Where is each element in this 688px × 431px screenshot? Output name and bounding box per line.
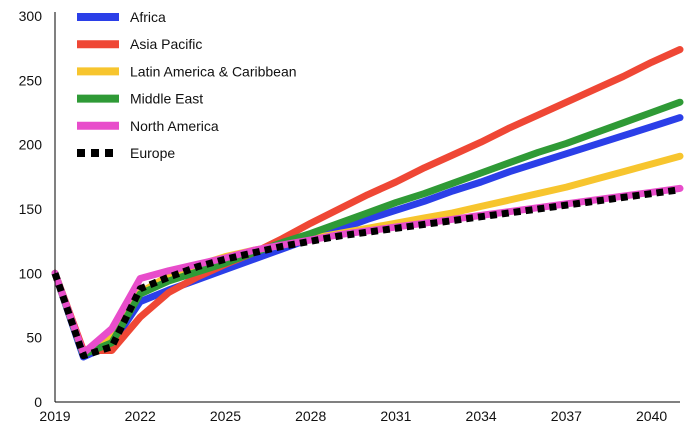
y-tick-label: 100 [19,265,43,281]
y-axis-ticks: 0 50 100 150 200 250 300 [19,8,43,410]
series-line-latin-america-caribbean [51,152,684,358]
y-tick-label: 300 [19,8,43,24]
x-tick-label: 2025 [210,408,241,424]
legend-label: Africa [130,9,166,25]
y-tick-label: 0 [34,394,42,410]
series-line-africa [51,114,684,361]
legend-item-africa: Africa [77,9,166,25]
y-tick-label: 50 [26,330,42,346]
series-line-asia-pacific [51,46,684,354]
legend-item-europe: Europe [77,145,175,161]
legend-label: Middle East [130,91,203,107]
legend-label: North America [130,118,219,134]
y-tick-label: 200 [19,137,43,153]
series-line-europe [51,186,681,360]
legend-item-middle-east: Middle East [77,91,203,107]
legend-label: Europe [130,145,175,161]
x-tick-label: 2019 [39,408,70,424]
x-tick-label: 2022 [125,408,156,424]
y-tick-label: 250 [19,72,43,88]
x-tick-label: 2034 [466,408,497,424]
series-lines [51,46,684,361]
y-tick-label: 150 [19,201,43,217]
x-tick-label: 2040 [636,408,667,424]
x-axis-ticks: 2019 2022 2025 2028 2031 2034 2037 2040 [39,408,667,424]
legend-label: Asia Pacific [130,36,202,52]
legend-item-north-america: North America [77,118,219,134]
x-tick-label: 2028 [295,408,326,424]
x-tick-label: 2037 [551,408,582,424]
legend-item-latin-america-caribbean: Latin America & Caribbean [77,63,297,79]
x-tick-label: 2031 [380,408,411,424]
legend-label: Latin America & Caribbean [130,63,297,79]
legend: Africa Asia Pacific Latin America & Caribb… [77,9,297,161]
series-line-middle-east [51,98,684,358]
legend-item-asia-pacific: Asia Pacific [77,36,202,52]
axes [54,12,680,403]
